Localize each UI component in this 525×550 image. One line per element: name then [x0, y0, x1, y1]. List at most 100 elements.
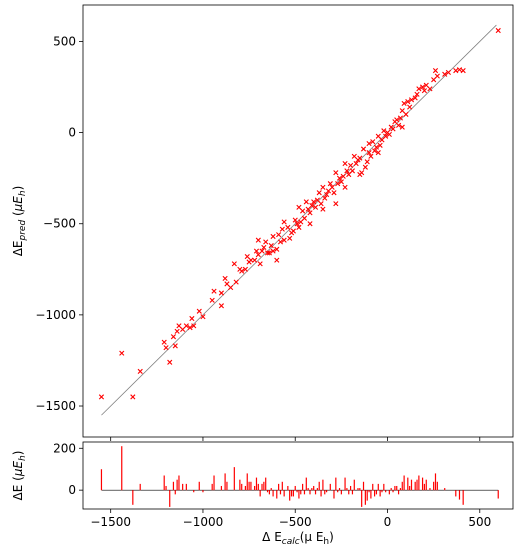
residual-bars-layer: [100, 446, 499, 507]
scatter-point: [268, 243, 274, 249]
scatter-point: [189, 315, 195, 322]
scatter-point: [381, 128, 387, 134]
scatter-point: [342, 160, 348, 167]
scatter-point: [119, 350, 125, 356]
scatter-point: [259, 248, 265, 254]
scatter-point: [303, 199, 309, 205]
scatter-point: [279, 226, 285, 232]
scatter-point: [338, 179, 344, 185]
scatter-point: [331, 190, 337, 196]
residual-y-axis-ticks: 0 200: [53, 441, 83, 497]
y-tick-label: 0: [68, 126, 76, 140]
scatter-point: [174, 328, 180, 334]
scatter-point: [427, 86, 433, 92]
y-tick-label: −500: [43, 217, 76, 231]
scatter-point: [397, 115, 404, 121]
residual-y-axis-label: ΔE (μEh​): [11, 451, 28, 501]
scatter-point: [416, 86, 422, 92]
scatter-point: [209, 297, 215, 303]
scatter-point: [431, 77, 437, 83]
scatter-point: [333, 170, 339, 176]
scatter-point: [281, 237, 287, 243]
scatter-point: [336, 175, 343, 181]
scatter-point: [296, 224, 302, 230]
scatter-point: [320, 184, 326, 190]
scatter-point: [423, 82, 429, 88]
scatter-point: [170, 334, 177, 340]
residual-panel: 0 200 −1500 −1000 −500 0 500 ΔE (μEh​) Δ Ecal…: [11, 441, 514, 547]
scatter-point: [373, 144, 380, 150]
scatter-point: [442, 71, 448, 77]
scatter-point: [401, 100, 407, 107]
scatter-point: [407, 104, 413, 110]
scatter-point: [172, 343, 178, 349]
scatter-point: [375, 150, 381, 156]
scatter-point: [292, 217, 298, 223]
scatter-point: [98, 394, 105, 400]
scatter-point: [305, 206, 311, 212]
scatter-point: [434, 73, 440, 79]
scatter-points-layer: [98, 27, 501, 400]
scatter-point: [311, 199, 317, 205]
scatter-point: [298, 219, 304, 225]
scatter-point: [351, 153, 357, 159]
scatter-point: [399, 124, 405, 130]
scatter-point: [394, 117, 400, 123]
scatter-point: [318, 201, 324, 207]
scatter-point: [329, 184, 335, 190]
scatter-point: [287, 235, 293, 241]
scatter-point: [344, 168, 350, 174]
scatter-point: [316, 190, 322, 196]
x-tick-label: −1500: [90, 515, 131, 529]
residual-y-tick-label: 200: [53, 441, 76, 455]
scatter-point: [357, 155, 363, 161]
y-axis-ticks: −1500 −1000 −500 0 500: [35, 34, 83, 413]
scatter-point: [183, 323, 189, 329]
scatter-point: [200, 314, 206, 320]
scatter-point: [261, 244, 267, 251]
scatter-point: [196, 308, 202, 314]
scatter-point: [414, 91, 420, 97]
scatter-point: [255, 252, 261, 258]
scatter-point: [456, 67, 463, 73]
parity-plot-frame: [82, 4, 514, 438]
scatter-point: [349, 168, 356, 174]
scatter-point: [360, 146, 367, 152]
scatter-point: [296, 204, 302, 210]
scatter-point: [403, 111, 409, 117]
scatter-point: [364, 159, 370, 165]
scatter-point: [312, 204, 319, 210]
scatter-point: [274, 257, 280, 263]
scatter-point: [294, 221, 300, 227]
scatter-point: [460, 68, 466, 74]
scatter-point: [224, 281, 230, 287]
scatter-point: [307, 221, 313, 227]
x-axis-ticks: −1500 −1000 −500 0 500: [90, 509, 491, 529]
scatter-point: [270, 233, 276, 240]
scatter-point: [390, 126, 396, 132]
scatter-point: [252, 257, 258, 263]
scatter-point: [222, 275, 228, 282]
scatter-point: [285, 224, 291, 230]
scatter-point: [412, 95, 418, 101]
scatter-point: [270, 248, 276, 254]
scatter-point: [495, 27, 501, 34]
scatter-point: [239, 268, 245, 274]
scatter-point: [342, 184, 348, 190]
scatter-point: [327, 181, 333, 187]
scatter-point: [322, 195, 328, 201]
scatter-point: [233, 279, 239, 285]
scatter-point: [408, 97, 415, 103]
scatter-point: [399, 108, 405, 114]
scatter-point: [348, 162, 354, 168]
scatter-point: [266, 250, 272, 256]
scatter-point: [340, 173, 346, 179]
scatter-point: [357, 171, 363, 178]
scatter-point: [307, 210, 313, 216]
scatter-point: [218, 303, 225, 309]
scatter-point: [370, 139, 376, 145]
scatter-point: [377, 142, 383, 148]
scatter-point: [264, 250, 271, 256]
y-tick-label: −1000: [35, 308, 76, 322]
scatter-point: [405, 99, 411, 105]
